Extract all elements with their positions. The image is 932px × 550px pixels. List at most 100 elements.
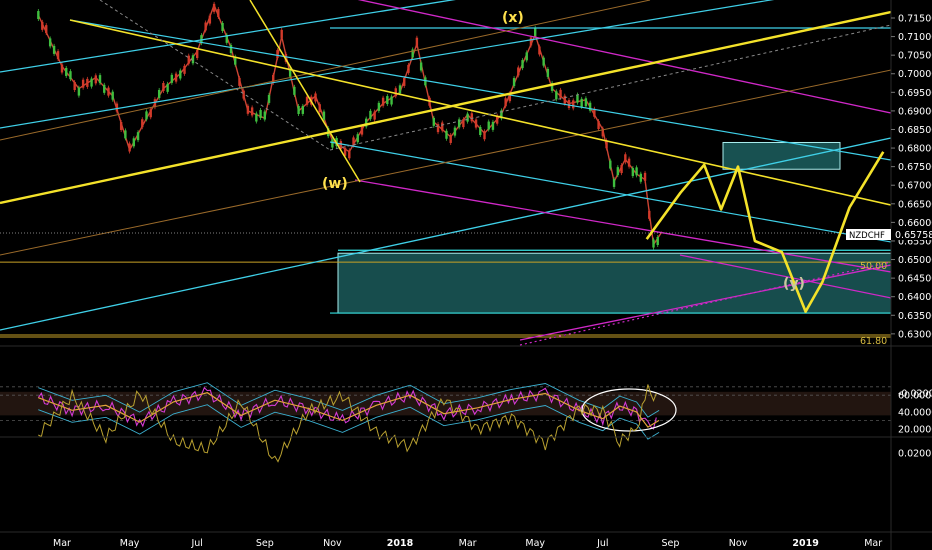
candle-body [90,78,93,87]
trend-line [0,0,456,73]
candle-body [457,119,461,128]
wave-label-x: (x) [502,10,524,26]
drawing-tools [0,0,892,346]
candle-body [580,98,583,107]
candle-body [550,82,554,91]
wave-label-y: (y) [783,276,805,292]
candle-body [624,154,627,163]
candle-body [567,100,571,109]
candle-body [124,130,127,139]
candle-body [462,119,465,128]
time-tick-label: Nov [729,538,748,549]
candle-body [179,70,182,79]
candle-body [386,96,389,105]
secondary-zone[interactable] [722,141,841,170]
candle-body [288,68,292,77]
candle-body [627,158,631,167]
candle-body [381,97,385,106]
candle-body [204,22,207,31]
oscillator-pane[interactable] [0,382,891,440]
candle-body [293,86,296,95]
momentum-line[interactable] [38,384,657,463]
trend-line [0,69,892,256]
candle-body [234,56,237,65]
candle-body [538,46,541,55]
candle-body [495,115,499,124]
candle-body [504,98,507,107]
momentum-axis[interactable]: 0.0200 -0.0200 [898,389,932,460]
oscillator-band-lower [38,404,660,440]
candle-body [98,75,102,84]
candle-body [470,113,474,122]
candle-body [41,21,44,30]
candle-body [491,121,495,130]
oscillator-line[interactable] [37,386,657,430]
candle-body [609,160,612,169]
time-axis[interactable]: Mar May Jul Sep Nov 2018 Mar May Jul Sep Nov 2019 Ma… [53,538,882,549]
candle-body [572,100,575,109]
candle-body [483,131,486,140]
momentum-pane[interactable] [38,384,657,463]
candle-body [297,105,300,114]
trend-line [69,19,892,206]
trend-line [249,0,361,183]
candle-body [559,89,562,98]
candle-body [208,15,212,24]
candle-body [508,93,512,102]
candle-body [415,37,419,46]
candle-body [441,122,444,131]
momentum-tick-label: -0.0200 [898,389,932,400]
time-tick-label: Nov [323,538,342,549]
candle-body [652,239,655,248]
candle-body [445,130,448,139]
candle-body [48,38,52,47]
candle-body [250,107,254,116]
candle-body [576,94,579,103]
candle-body [81,79,85,88]
candle-body [390,96,393,105]
candle-body [37,11,40,20]
candle-body [284,53,288,62]
candle-body [534,27,537,36]
trend-line [357,0,892,114]
candle-body [453,127,457,136]
candle-body [191,55,195,64]
candle-body [119,121,123,130]
candle-body [529,37,533,46]
candle-body [411,49,414,58]
candle-body [620,165,623,174]
candle-body [369,110,372,119]
candle-body [331,139,334,148]
trend-line-dashed [519,261,892,346]
candle-body [115,103,119,112]
candle-body [466,113,469,122]
candle-body [436,124,440,133]
candle-body [73,82,76,91]
candle-body [141,119,144,128]
trend-line [519,264,892,341]
candle-body [276,50,279,59]
candle-body [601,128,604,137]
candle-body [60,64,64,73]
candle-body [398,85,402,94]
candle-body [69,71,72,80]
candle-body [339,141,343,150]
candle-body [111,91,114,100]
candle-body [65,67,68,76]
candle-body [212,3,216,12]
candle-body [343,147,347,156]
candle-body [546,68,550,77]
candle-body [217,9,220,18]
candle-body [136,132,140,141]
